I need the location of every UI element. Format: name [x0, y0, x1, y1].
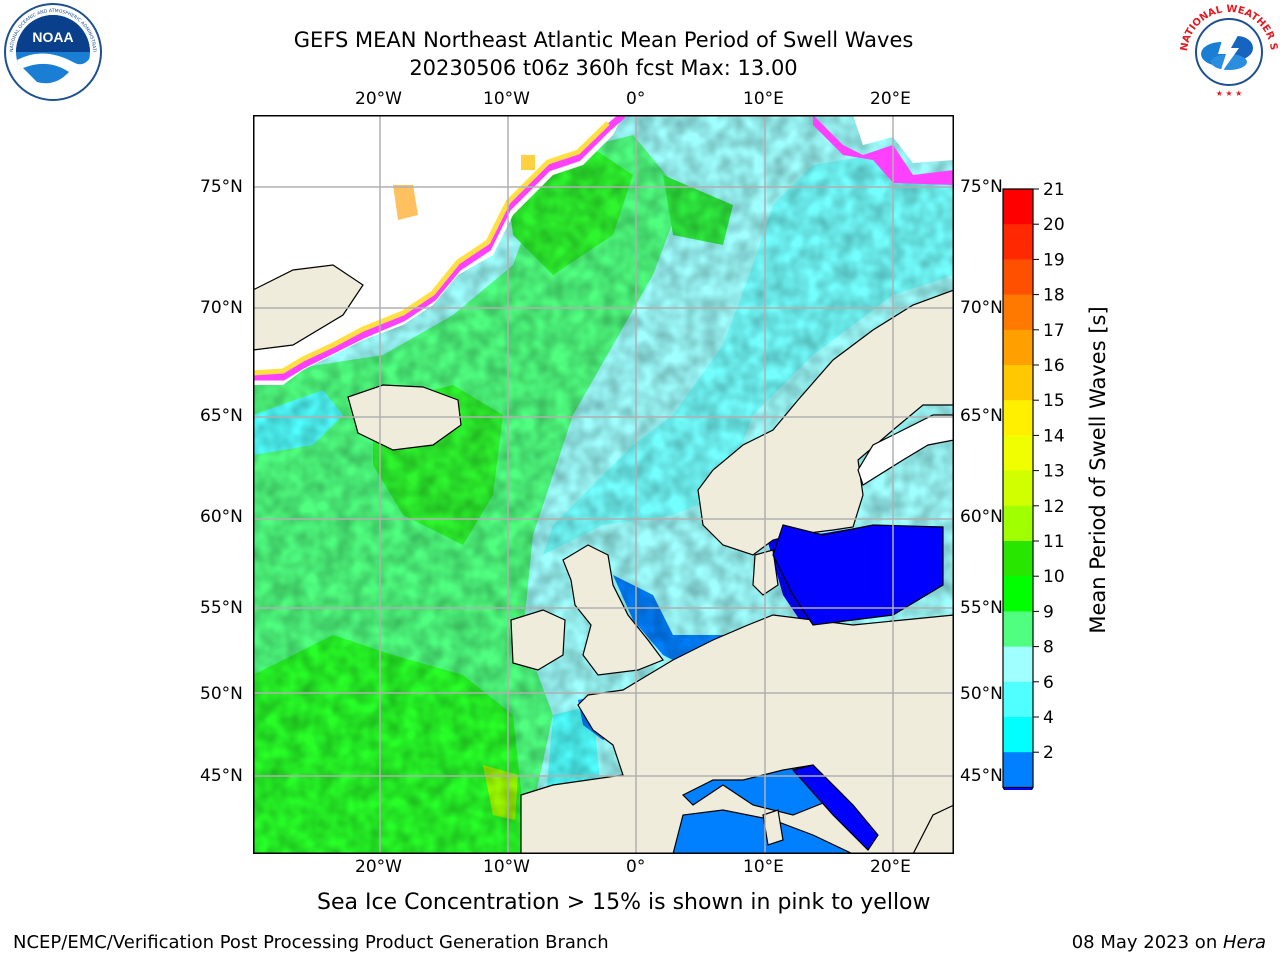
lat-label-right: 60°N — [960, 507, 1003, 527]
colorbar-tick-label: 17 — [1043, 321, 1065, 341]
lat-label-right: 50°N — [960, 684, 1003, 704]
land-corsica — [762, 809, 784, 846]
lat-label-right: 70°N — [960, 298, 1003, 318]
colorbar-box — [1003, 646, 1033, 683]
lon-label-top: 20°E — [870, 89, 911, 109]
footer-credit: NCEP/EMC/Verification Post Processing Pr… — [13, 932, 609, 953]
colorbar-tick-label: 13 — [1043, 462, 1065, 482]
colorbar-tick-label: 12 — [1043, 497, 1065, 517]
lat-label-left: 55°N — [200, 598, 243, 618]
sea-ice-edge-svalbard — [813, 115, 954, 185]
colorbar-tick-label: 6 — [1043, 673, 1054, 693]
colorbar-tick-label: 21 — [1043, 180, 1065, 200]
colorbar: 21 20 19 18 17 16 15 14 13 12 11 10 9 8 6 4 2 — [1002, 180, 1065, 790]
nws-logo: NATIONAL WEATHER SERVICE ★ ★ ★ — [1179, 2, 1279, 99]
lat-label-left: 60°N — [200, 507, 243, 527]
colorbar-box — [1003, 294, 1033, 331]
colorbar-tick-label: 19 — [1043, 250, 1065, 270]
colorbar-box — [1003, 224, 1033, 260]
map-plot — [253, 115, 954, 854]
colorbar-box — [1003, 470, 1033, 507]
lat-label-right: 75°N — [960, 177, 1003, 197]
ice-patch-orange — [393, 185, 418, 220]
lat-label-left: 75°N — [200, 177, 243, 197]
colorbar-box — [1003, 329, 1033, 366]
colorbar-box — [1003, 541, 1033, 577]
lat-label-left: 45°N — [200, 766, 243, 786]
colorbar-box — [1003, 189, 1033, 225]
land-finland-white — [857, 414, 954, 486]
land-ireland — [510, 609, 566, 671]
lat-label-right: 45°N — [960, 766, 1003, 786]
lon-label-bottom: 20°W — [355, 857, 402, 877]
colorbar-box — [1003, 400, 1033, 436]
sea-ice-note: Sea Ice Concentration > 15% is shown in … — [317, 890, 931, 915]
footer-host: Hera — [1222, 932, 1266, 953]
map-frame — [253, 115, 954, 854]
colorbar-box — [1003, 611, 1033, 648]
sea-ice-edge-greenland-yellow — [253, 121, 610, 376]
colorbar-box — [1003, 259, 1033, 296]
colorbar-tick-label: 18 — [1043, 286, 1065, 306]
lat-label-left: 50°N — [200, 684, 243, 704]
colorbar-tick-label: 10 — [1043, 567, 1065, 587]
sea-ice-edge-greenland — [253, 115, 626, 381]
colorbar-tick-label: 14 — [1043, 426, 1065, 446]
colorbar-tick-label: 16 — [1043, 356, 1065, 376]
colorbar-boxes — [1002, 188, 1034, 790]
noaa-logo-text: NOAA — [32, 29, 73, 45]
colorbar-frame — [1002, 188, 1034, 788]
lon-label-bottom: 20°E — [870, 857, 911, 877]
colorbar-box — [1003, 435, 1033, 472]
colorbar-box — [1003, 681, 1033, 718]
colorbar-tick-label: 8 — [1043, 638, 1054, 658]
lat-label-right: 55°N — [960, 598, 1003, 618]
lat-label-right: 65°N — [960, 406, 1003, 426]
svg-text:★ ★ ★: ★ ★ ★ — [1216, 89, 1243, 98]
lat-label-left: 65°N — [200, 406, 243, 426]
lat-label-left: 70°N — [200, 298, 243, 318]
graticule — [253, 115, 954, 854]
sea-adriatic — [791, 764, 879, 851]
colorbar-tick-label: 2 — [1043, 743, 1054, 763]
lon-label-top: 10°W — [483, 89, 530, 109]
lon-label-top: 20°W — [355, 89, 402, 109]
lon-label-top: 0° — [626, 89, 646, 109]
colorbar-tick-label: 20 — [1043, 215, 1065, 235]
colorbar-box — [1003, 717, 1033, 753]
chart-title: GEFS MEAN Northeast Atlantic Mean Period… — [293, 28, 914, 52]
colorbar-label: Mean Period of Swell Waves [s] — [1086, 306, 1110, 634]
lon-label-bottom: 10°W — [483, 857, 530, 877]
land-balkans — [912, 804, 954, 854]
colorbar-box — [1003, 752, 1033, 788]
chart-subtitle: 20230506 t06z 360h fcst Max: 13.00 — [409, 56, 798, 80]
lon-label-bottom: 10°E — [743, 857, 784, 877]
colorbar-under-arrow — [1002, 786, 1034, 790]
colorbar-ticks: 21 20 19 18 17 16 15 14 13 12 11 10 9 8 6 4 2 — [1033, 180, 1065, 763]
colorbar-tick-label: 9 — [1043, 602, 1054, 622]
colorbar-box — [1003, 505, 1033, 542]
svalbard-ice — [853, 115, 954, 163]
colorbar-tick-label: 11 — [1043, 532, 1065, 552]
colorbar-box — [1003, 576, 1033, 612]
colorbar-tick-label: 15 — [1043, 391, 1065, 411]
colorbar-tick-label: 4 — [1043, 708, 1054, 728]
lon-label-top: 10°E — [743, 89, 784, 109]
noaa-logo: NOAA NATIONAL OCEANIC AND ATMOSPHERIC AD… — [3, 2, 102, 101]
colorbar-box — [1003, 365, 1033, 401]
footer-date: 08 May 2023 on Hera — [1072, 932, 1266, 953]
lon-label-bottom: 0° — [626, 857, 646, 877]
ice-patch-yellow — [521, 155, 535, 170]
footer-date-text: 08 May 2023 on — [1071, 932, 1223, 953]
